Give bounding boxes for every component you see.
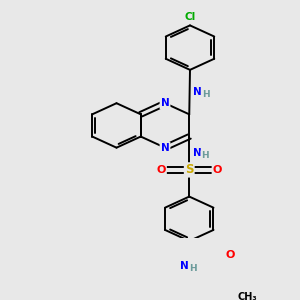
Text: O: O — [226, 250, 235, 260]
Text: O: O — [213, 165, 222, 175]
Text: N: N — [160, 98, 169, 108]
Text: H: H — [189, 263, 197, 272]
Text: H: H — [202, 90, 209, 99]
Text: H: H — [201, 151, 209, 160]
Text: O: O — [156, 165, 166, 175]
Text: N: N — [193, 87, 202, 97]
Text: CH₃: CH₃ — [238, 292, 257, 300]
Text: N: N — [160, 143, 169, 153]
Text: N: N — [193, 148, 202, 158]
Text: N: N — [180, 261, 189, 271]
Text: S: S — [185, 164, 194, 176]
Text: Cl: Cl — [184, 13, 196, 22]
